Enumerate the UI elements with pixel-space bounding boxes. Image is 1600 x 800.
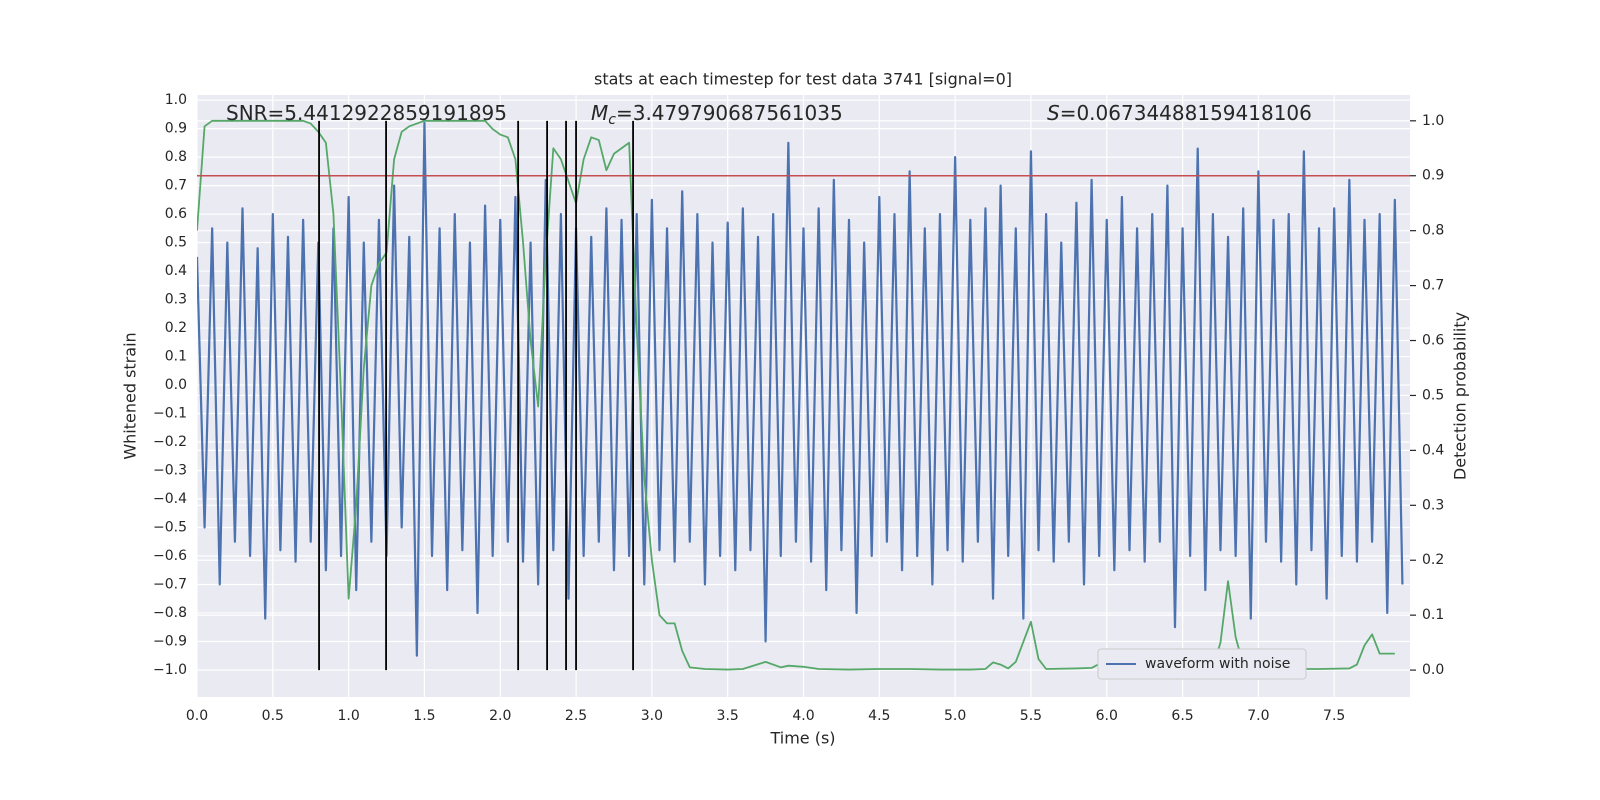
y2-tick-label: 0.0 <box>1422 662 1444 678</box>
y2-tick-label: 0.2 <box>1422 552 1444 568</box>
annotation-part: SNR=5.4412922859191895 <box>226 101 507 125</box>
x-tick-label: 4.5 <box>868 708 890 724</box>
x-tick-label: 7.5 <box>1323 708 1345 724</box>
x-tick-label: 1.5 <box>413 708 435 724</box>
x-tick-label: 6.0 <box>1096 708 1118 724</box>
y2-tick-label: 0.1 <box>1422 607 1444 623</box>
y2-tick-label: 0.4 <box>1422 442 1444 458</box>
y2-tick-label: 1.0 <box>1422 113 1444 129</box>
y2-tick-label: 0.9 <box>1422 168 1444 184</box>
x-tick-label: 4.0 <box>792 708 814 724</box>
x-tick-label: 2.0 <box>489 708 511 724</box>
y2-tick-label: 0.6 <box>1422 333 1444 349</box>
x-tick-label: 5.0 <box>944 708 966 724</box>
x-axis-label: Time (s) <box>769 729 835 748</box>
y-tick-label: −0.8 <box>153 605 187 621</box>
y-tick-label: −0.3 <box>153 463 187 479</box>
y-tick-label: 0.3 <box>165 292 187 308</box>
y2-tick-label: 0.7 <box>1422 278 1444 294</box>
y-tick-label: −0.2 <box>153 434 187 450</box>
y2-tick-label: 0.8 <box>1422 223 1444 239</box>
x-tick-label: 0.0 <box>186 708 208 724</box>
y-tick-label: 0.5 <box>165 235 187 251</box>
annotation-part: S <box>1047 101 1060 125</box>
x-tick-label: 0.5 <box>262 708 284 724</box>
y2-axis-label: Detection probability <box>1451 312 1470 480</box>
y-tick-label: −0.7 <box>153 576 187 592</box>
y-tick-label: 0.6 <box>165 206 187 222</box>
annotation-part: M <box>591 101 608 125</box>
legend-label: waveform with noise <box>1145 656 1290 672</box>
x-tick-label: 7.0 <box>1247 708 1269 724</box>
y-tick-label: −0.4 <box>153 491 187 507</box>
annotation: Mc=3.479790687561035 <box>591 101 843 129</box>
annotation-part: =0.06734488159418106 <box>1060 101 1312 125</box>
x-tick-label: 3.0 <box>641 708 663 724</box>
y-tick-label: −0.1 <box>153 406 187 422</box>
x-tick-label: 6.5 <box>1171 708 1193 724</box>
y-tick-label: 0.2 <box>165 320 187 336</box>
annotation-part: c <box>608 112 616 128</box>
annotation: S=0.06734488159418106 <box>1047 101 1312 125</box>
y-tick-label: −0.5 <box>153 519 187 535</box>
y-tick-label: 0.7 <box>165 178 187 194</box>
y-tick-label: 1.0 <box>165 92 187 108</box>
y-tick-label: 0.1 <box>165 349 187 365</box>
y2-tick-label: 0.5 <box>1422 387 1444 403</box>
y-tick-label: 0.8 <box>165 149 187 165</box>
y2-tick-label: 0.3 <box>1422 497 1444 513</box>
y-tick-label: 0.0 <box>165 377 187 393</box>
annotation: SNR=5.4412922859191895 <box>226 101 507 125</box>
y-axis-label: Whitened strain <box>121 332 140 459</box>
y-tick-label: −0.6 <box>153 548 187 564</box>
y-tick-label: −1.0 <box>153 662 187 678</box>
y-tick-label: 0.4 <box>165 263 187 279</box>
chart-title: stats at each timestep for test data 374… <box>594 70 1012 89</box>
x-tick-label: 1.0 <box>337 708 359 724</box>
x-tick-label: 3.5 <box>717 708 739 724</box>
annotation-part: =3.479790687561035 <box>616 101 843 125</box>
y-tick-label: −0.9 <box>153 633 187 649</box>
x-tick-label: 2.5 <box>565 708 587 724</box>
series-line <box>197 121 1404 657</box>
y-tick-label: 0.9 <box>165 121 187 137</box>
x-tick-label: 5.5 <box>1020 708 1042 724</box>
legend-box <box>1097 648 1307 680</box>
